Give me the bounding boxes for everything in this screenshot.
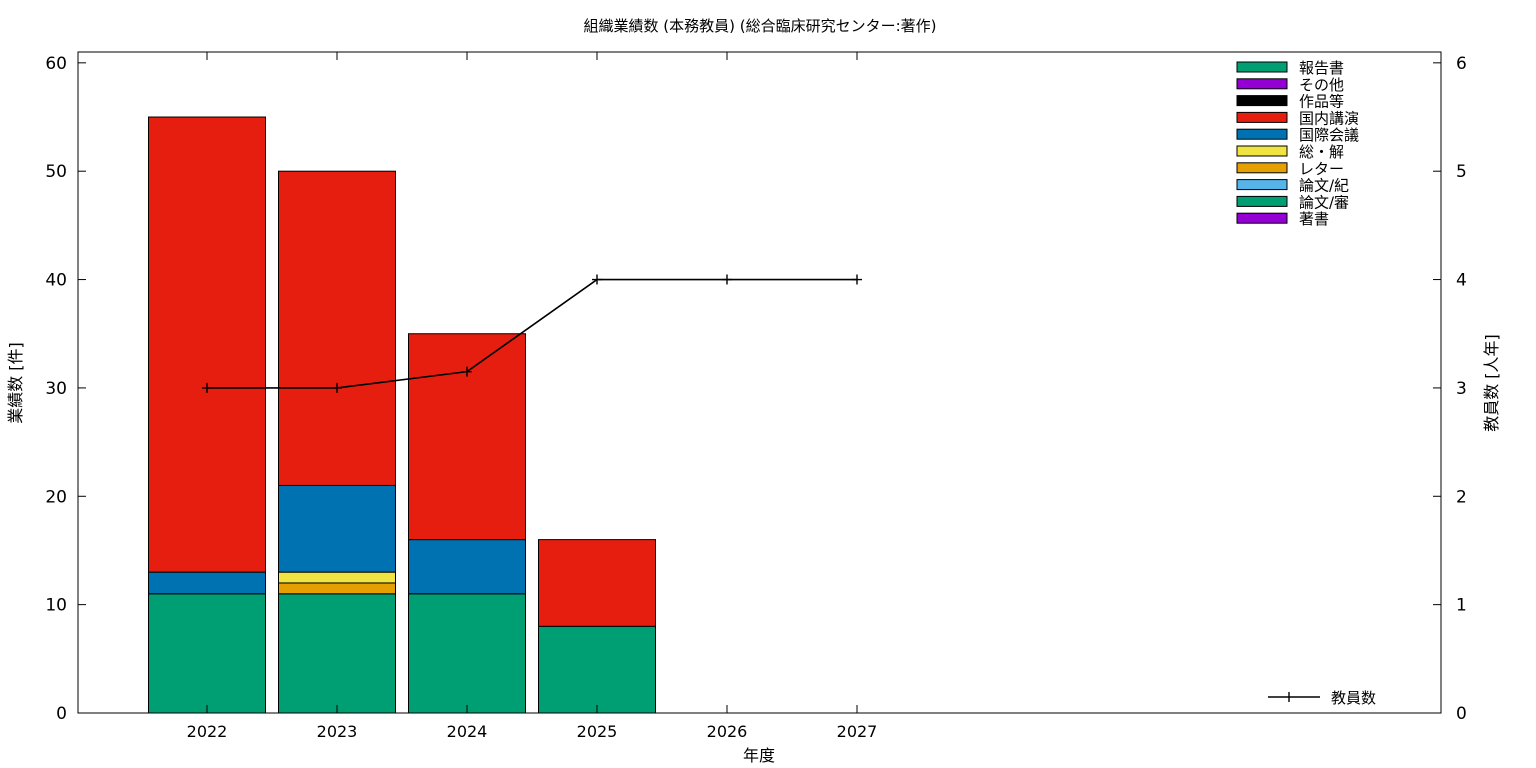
- y-tick-label: 0: [56, 704, 67, 724]
- plot-frame: [77, 51, 1442, 714]
- line-point-2024: [462, 366, 472, 377]
- legend-swatch: [1236, 162, 1288, 174]
- y-tick-label: 40: [45, 271, 67, 291]
- legend-swatch: [1236, 212, 1288, 224]
- y2-tick-label: 1: [1456, 596, 1467, 616]
- x-tick-label: 2022: [187, 722, 228, 741]
- y2-axis-label: 教員数 [人年]: [1482, 334, 1501, 432]
- bar-2023-series-1: [278, 593, 396, 714]
- legend-label: 報告書: [1299, 59, 1344, 77]
- x-tick-label: 2023: [317, 722, 358, 741]
- x-tick-label: 2024: [447, 722, 488, 741]
- legend-label: その他: [1299, 76, 1344, 94]
- legend-label: 作品等: [1299, 93, 1344, 111]
- y2-tick-label: 5: [1456, 162, 1467, 182]
- bar-2024-series-1: [408, 593, 526, 714]
- line-point-2025: [592, 274, 602, 285]
- y2-tick-label: 3: [1456, 379, 1467, 399]
- legend-label: 国内講演: [1299, 109, 1359, 127]
- line-series-faculty: [207, 278, 857, 389]
- bar-2025-series-1: [538, 625, 656, 714]
- legend-swatch: [1236, 61, 1288, 73]
- bar-2022-series-6: [148, 116, 266, 573]
- bar-2025-series-6: [538, 539, 656, 627]
- legend-label: 国際会議: [1299, 126, 1359, 144]
- line-point-2022: [202, 382, 212, 393]
- bar-2022-series-1: [148, 593, 266, 714]
- legend-swatch: [1236, 145, 1288, 157]
- y-tick-label: 60: [45, 54, 67, 74]
- x-tick-label: 2025: [577, 722, 618, 741]
- legend-label: 総・解: [1299, 143, 1344, 161]
- legend-swatch: [1236, 78, 1288, 90]
- legend-swatch: [1236, 111, 1288, 123]
- legend-label: 論文/紀: [1299, 177, 1349, 195]
- legend-label: 論文/審: [1299, 193, 1349, 211]
- y-axis-label: 業績数 [件]: [6, 342, 25, 424]
- y2-tick-label: 2: [1456, 487, 1467, 507]
- chart-title: 組織業績数 (本務教員) (総合臨床研究センター:著作): [583, 17, 936, 35]
- legend-label: 著書: [1299, 210, 1329, 228]
- bar-2023-series-6: [278, 170, 396, 486]
- bar-2024-series-6: [408, 333, 526, 541]
- legend-label: レター: [1299, 160, 1344, 178]
- bar-2023-series-3: [278, 582, 396, 595]
- y-tick-label: 30: [45, 379, 67, 399]
- legend-swatch: [1236, 128, 1288, 140]
- legend-swatch: [1236, 95, 1288, 107]
- x-tick-label: 2026: [707, 722, 748, 741]
- bar-2023-series-5: [278, 484, 396, 573]
- y2-tick-label: 4: [1456, 271, 1467, 291]
- x-axis-label: 年度: [743, 746, 775, 765]
- bar-2023-series-4: [278, 571, 396, 584]
- y2-tick-label: 6: [1456, 54, 1467, 74]
- legend-line-label: 教員数: [1331, 689, 1376, 707]
- y-tick-label: 20: [45, 487, 67, 507]
- line-point-2027: [852, 274, 862, 285]
- line-point-2023: [332, 382, 342, 393]
- y-tick-label: 10: [45, 596, 67, 616]
- plot-area: 0 10 20 30 40 50 60 0 1 2 3 4 5 6 2022 2023 2024 2025 2026…: [45, 51, 1467, 741]
- y-tick-label: 50: [45, 162, 67, 182]
- legend-swatch: [1236, 179, 1288, 191]
- legend-swatch: [1236, 195, 1288, 207]
- x-tick-label: 2027: [837, 722, 878, 741]
- bar-2024-series-5: [408, 539, 526, 595]
- bar-2022-series-5: [148, 571, 266, 595]
- y2-tick-label: 0: [1456, 704, 1467, 724]
- line-point-2026: [722, 274, 732, 285]
